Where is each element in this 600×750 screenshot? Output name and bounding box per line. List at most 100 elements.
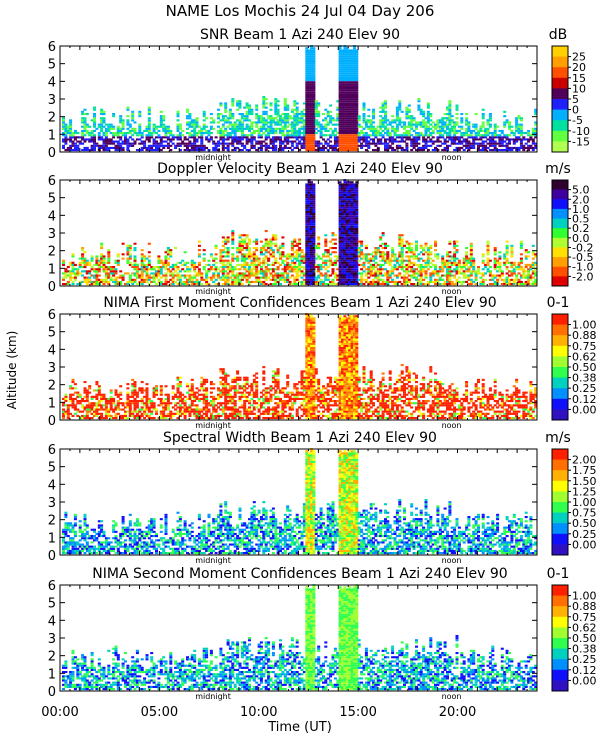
data-cell xyxy=(71,255,75,258)
data-cell xyxy=(400,247,404,250)
data-cell xyxy=(274,234,278,237)
data-cell xyxy=(276,138,280,141)
data-cell xyxy=(162,144,166,147)
data-cell xyxy=(341,49,344,52)
data-cell xyxy=(100,121,104,124)
data-cell xyxy=(183,136,187,139)
data-cell xyxy=(209,127,213,130)
data-cell xyxy=(114,144,118,147)
data-cell xyxy=(319,129,323,132)
data-cell xyxy=(295,142,299,145)
data-cell xyxy=(231,236,235,239)
data-cell xyxy=(407,104,411,107)
data-cell xyxy=(240,117,244,120)
data-cell xyxy=(465,119,469,122)
data-cell xyxy=(312,221,316,224)
data-cell xyxy=(295,244,299,247)
data-cell xyxy=(341,146,344,149)
data-cell xyxy=(355,234,359,237)
data-cell xyxy=(262,132,266,135)
data-cell xyxy=(286,121,290,124)
data-cell xyxy=(248,110,251,113)
data-cell xyxy=(305,136,309,139)
data-cell xyxy=(274,278,278,281)
data-cell xyxy=(324,123,328,126)
data-cell xyxy=(269,104,273,107)
data-cell xyxy=(212,276,216,279)
data-cell xyxy=(135,134,139,137)
data-cell xyxy=(419,274,423,277)
data-cell xyxy=(238,119,242,122)
data-cell xyxy=(338,142,342,145)
data-cell xyxy=(267,129,271,132)
data-cell xyxy=(140,132,144,135)
data-cell xyxy=(238,149,242,152)
data-cell xyxy=(193,263,197,266)
data-cell xyxy=(281,149,285,152)
data-cell xyxy=(424,123,428,126)
data-cell xyxy=(178,278,182,281)
data-cell xyxy=(147,263,151,266)
data-cell xyxy=(138,134,142,137)
data-cell xyxy=(233,149,237,152)
data-cell xyxy=(245,140,249,143)
data-cell xyxy=(448,132,452,135)
data-cell xyxy=(508,140,511,143)
colorbar-segment xyxy=(552,141,568,153)
data-cell xyxy=(310,74,313,77)
data-cell xyxy=(69,127,73,130)
data-cell xyxy=(124,142,127,145)
data-cell xyxy=(407,129,411,132)
data-cell xyxy=(372,259,375,262)
data-cell xyxy=(145,125,149,128)
data-cell xyxy=(372,117,375,120)
data-cell xyxy=(212,119,216,122)
data-cell xyxy=(384,117,387,120)
data-cell xyxy=(166,129,170,132)
data-cell xyxy=(205,146,209,149)
data-cell xyxy=(259,140,263,143)
data-cell xyxy=(193,142,197,145)
data-cell xyxy=(283,138,287,141)
data-cell xyxy=(202,257,206,260)
data-cell xyxy=(305,81,309,84)
data-cell xyxy=(231,113,235,116)
data-cell xyxy=(398,236,402,239)
data-cell xyxy=(73,276,77,279)
data-cell xyxy=(85,125,89,128)
data-cell xyxy=(329,136,333,139)
data-cell xyxy=(181,134,185,137)
data-cell xyxy=(147,129,151,132)
data-cell xyxy=(131,134,135,137)
data-cell xyxy=(124,136,127,139)
data-cell xyxy=(462,149,466,152)
data-cell xyxy=(398,119,402,122)
data-cell xyxy=(338,129,342,132)
data-cell xyxy=(264,261,268,264)
data-cell xyxy=(217,140,220,143)
data-cell xyxy=(407,244,411,247)
data-cell xyxy=(155,283,158,286)
data-cell xyxy=(355,51,359,54)
data-cell xyxy=(183,142,187,145)
data-cell xyxy=(355,70,359,73)
data-cell xyxy=(133,278,137,281)
data-cell xyxy=(324,244,328,247)
data-cell xyxy=(240,123,244,126)
data-cell xyxy=(76,268,80,271)
data-cell xyxy=(219,253,223,256)
data-cell xyxy=(116,127,120,130)
data-cell xyxy=(331,232,335,235)
data-cell xyxy=(329,110,333,113)
data-cell xyxy=(126,106,130,109)
data-cell xyxy=(212,142,216,145)
data-cell xyxy=(434,127,437,130)
data-cell xyxy=(250,125,254,128)
data-cell xyxy=(121,276,125,279)
data-cell xyxy=(412,270,416,273)
data-cell xyxy=(252,146,256,149)
data-cell xyxy=(112,115,116,118)
data-cell xyxy=(279,121,282,124)
data-cell xyxy=(407,263,411,266)
data-cell xyxy=(238,268,242,271)
